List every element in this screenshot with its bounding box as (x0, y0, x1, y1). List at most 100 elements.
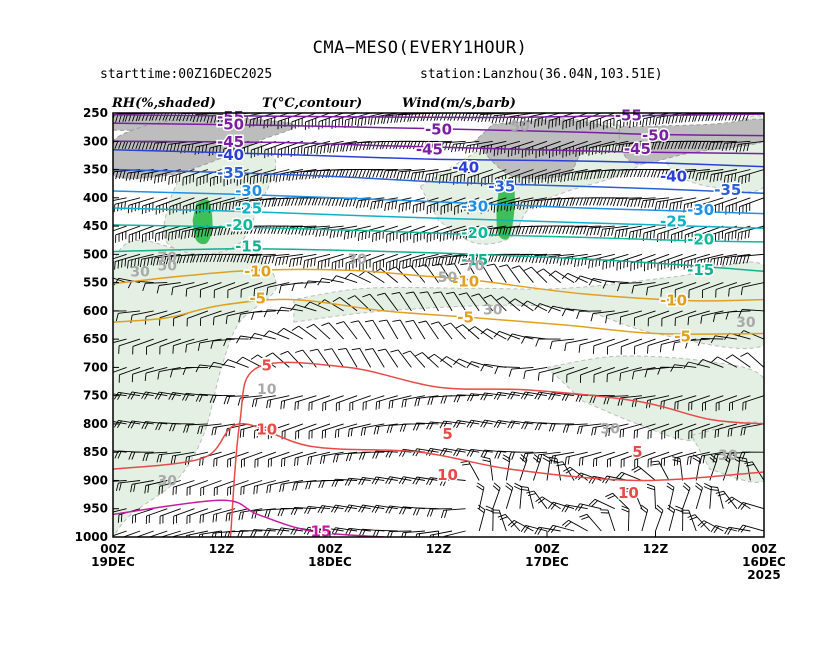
wind-barb (580, 366, 602, 383)
wind-barb (710, 525, 738, 534)
wind-barb (694, 140, 724, 150)
wind-barb (657, 253, 683, 272)
wind-barb (166, 140, 195, 153)
wind-barb (405, 319, 426, 340)
wind-barb (233, 253, 263, 263)
y-tick-label: 650 (83, 332, 108, 346)
wind-barb (507, 520, 534, 532)
wind-barb (450, 253, 480, 265)
wind-barb (479, 140, 507, 155)
wind-barb (169, 423, 195, 432)
wind-barb (742, 395, 764, 411)
wind-barb (354, 169, 385, 178)
wind-barb (507, 140, 534, 158)
wind-barb (291, 282, 317, 292)
wind-barb (508, 366, 534, 377)
y-tick-label: 750 (83, 389, 108, 403)
wind-barb (634, 451, 656, 468)
wind-barb (287, 197, 317, 206)
wind-barb (703, 482, 712, 509)
wind-barb (426, 508, 453, 517)
rh-contour-label: 30 (347, 252, 367, 268)
x-tick-label: 12Z (209, 542, 235, 556)
wind-barb (507, 391, 534, 400)
wind-barb (686, 451, 710, 466)
wind-barb (266, 282, 290, 296)
wind-barb (494, 169, 521, 187)
wind-barb (711, 197, 738, 215)
temperature-contour-label: -50 (425, 120, 452, 138)
wind-barb (683, 361, 710, 369)
wind-barb (238, 508, 263, 521)
wind-barb (659, 338, 683, 353)
temperature-contour-label: -45 (217, 133, 244, 151)
wind-barb (165, 253, 195, 265)
wind-barb (412, 422, 439, 431)
wind-barb (738, 309, 764, 317)
wind-barb (744, 461, 764, 481)
temperature-contour-label: -30 (461, 197, 488, 215)
y-tick-label: 800 (83, 417, 108, 431)
wind-barb (213, 480, 236, 496)
wind-barb (619, 423, 643, 438)
wind-barb (186, 310, 209, 327)
wind-barb (401, 395, 425, 408)
wind-barb (372, 450, 398, 459)
wind-barb (227, 282, 249, 299)
wind-barb (308, 423, 331, 440)
wind-barb (253, 480, 276, 495)
wind-barb (674, 423, 697, 440)
wind-barb (156, 451, 181, 463)
wind-barb (534, 303, 561, 312)
wind-barb (537, 366, 561, 381)
wind-barb (547, 501, 575, 510)
wind-barb (260, 253, 290, 265)
temperature-contour-label: -35 (714, 181, 741, 199)
wind-barb (549, 338, 575, 350)
wind-barb (653, 140, 683, 150)
wind-barb (725, 354, 751, 368)
wind-barb (358, 451, 385, 460)
wind-barb (227, 480, 249, 496)
wind-barb (409, 140, 439, 150)
wind-barb (729, 395, 751, 412)
rh-contour-label: 50 (438, 270, 458, 286)
wind-barb (182, 366, 208, 376)
x-tick-date: 17DEC (525, 555, 569, 569)
wind-barb (511, 265, 534, 283)
temperature-contour (229, 361, 764, 537)
wind-barb (295, 349, 317, 368)
temperature-contour-label: -45 (416, 141, 443, 159)
wind-barb (631, 366, 656, 380)
wind-barb (146, 338, 168, 355)
wind-barb (194, 140, 222, 155)
wind-barb (674, 395, 697, 411)
wind-barb (586, 169, 615, 180)
wind-barb (620, 451, 643, 468)
wind-barb (305, 480, 331, 490)
wind-barb (477, 504, 486, 532)
wind-barb (233, 225, 263, 235)
temperature-contour-label: -25 (660, 213, 687, 231)
wind-barb (388, 395, 412, 409)
wind-barb (398, 476, 425, 485)
wind-barb (376, 292, 399, 312)
wind-barb (644, 366, 670, 378)
wind-barb (493, 330, 521, 340)
temperature-contour-label: -20 (687, 231, 714, 249)
temperature-contour (113, 113, 764, 119)
wind-barb (631, 282, 656, 294)
wind-barb (318, 479, 344, 488)
wind-barb (142, 451, 168, 462)
wind-barb (401, 530, 425, 537)
wind-barb (152, 253, 181, 266)
wind-barb (439, 420, 466, 429)
wind-barb (236, 335, 263, 344)
wind-barb (115, 480, 141, 492)
wind-barb (647, 338, 670, 354)
wind-barb (220, 113, 249, 125)
wind-barb (473, 263, 494, 283)
wind-barb (294, 451, 317, 467)
wind-barb (172, 338, 195, 354)
wind-barb (514, 482, 523, 509)
